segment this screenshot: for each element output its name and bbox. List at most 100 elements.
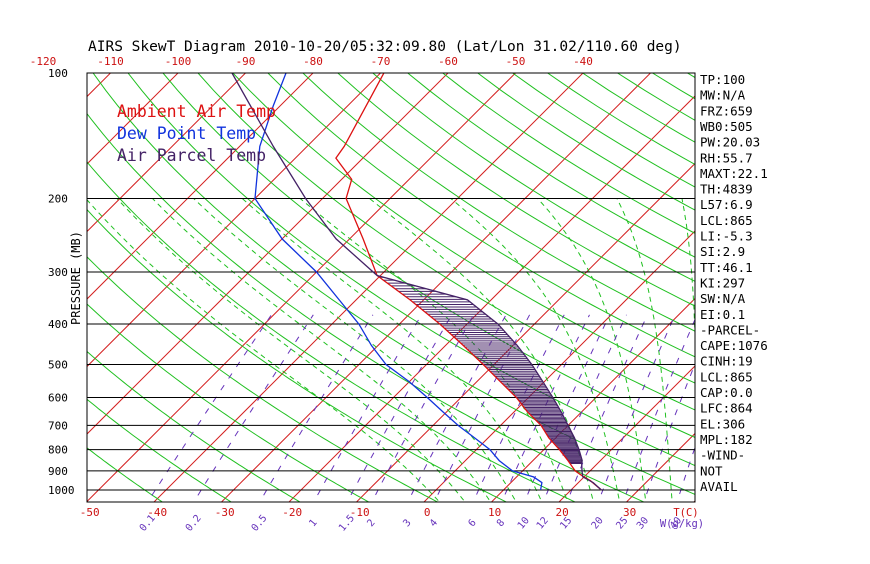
dry-adiabat-370 bbox=[284, 54, 870, 507]
top-temp-tick--90: -90 bbox=[236, 55, 256, 68]
index-item: LCL:865 bbox=[700, 213, 753, 228]
index-item: MPL:182 bbox=[700, 432, 753, 447]
dry-adiabat-240 bbox=[0, 54, 240, 507]
mixing-ratio-tick-6: 6 bbox=[467, 518, 479, 530]
y-axis-label: PRESSURE (MB) bbox=[69, 231, 83, 325]
legend-dew-point-temp: Dew Point Temp bbox=[117, 124, 256, 143]
moist-adiabat-276 bbox=[117, 199, 469, 508]
mixing-ratio-line-0.5 bbox=[257, 315, 373, 508]
pressure-tick-1000: 1000 bbox=[48, 484, 75, 497]
top-temp-tick--110: -110 bbox=[97, 55, 124, 68]
index-item: SI:2.9 bbox=[700, 244, 745, 259]
top-temp-tick--40: -40 bbox=[573, 55, 593, 68]
isobars bbox=[87, 199, 695, 490]
mixing-ratio-tick-2: 2 bbox=[365, 518, 377, 530]
dry-adiabat-350 bbox=[216, 54, 870, 507]
index-item: WB0:505 bbox=[700, 119, 753, 134]
pressure-tick-700: 700 bbox=[48, 419, 68, 432]
top-temp-tick--80: -80 bbox=[303, 55, 323, 68]
dry-adiabat-260 bbox=[0, 54, 378, 507]
bottom-temp-tick--20: -20 bbox=[282, 506, 302, 519]
index-item: MAXT:22.1 bbox=[700, 166, 768, 181]
index-item: EL:306 bbox=[700, 416, 745, 431]
index-item: L57:6.9 bbox=[700, 197, 753, 212]
mixing-ratio-tick-1: 1 bbox=[307, 518, 319, 530]
isotherm-50 bbox=[756, 44, 870, 508]
mixing-ratio-tick-8: 8 bbox=[495, 518, 507, 530]
top-temp-tick--60: -60 bbox=[438, 55, 458, 68]
pressure-tick-400: 400 bbox=[48, 318, 68, 331]
index-item: FRZ:659 bbox=[700, 103, 753, 118]
index-item: MW:N/A bbox=[700, 88, 746, 103]
mixing-ratio-tick-0-5: 0.5 bbox=[250, 513, 270, 534]
pressure-tick-500: 500 bbox=[48, 358, 68, 371]
isotherm-60 bbox=[824, 44, 870, 508]
mixing-ratio-tick-30: 30 bbox=[635, 515, 651, 531]
legend: Ambient Air Temp Dew Point Temp Air Parc… bbox=[117, 102, 276, 165]
pressure-tick-600: 600 bbox=[48, 391, 68, 404]
dry-adiabat-420 bbox=[453, 54, 870, 507]
bottom-temp-tick--50: -50 bbox=[80, 506, 100, 519]
top-temp-tick--120: -120 bbox=[30, 55, 57, 68]
mixing-ratio-tick-4: 4 bbox=[428, 518, 440, 530]
index-item: LCL:865 bbox=[700, 369, 753, 384]
mixing-ratio-tick-10: 10 bbox=[516, 515, 532, 531]
pressure-tick-100: 100 bbox=[48, 67, 68, 80]
moist-adiabat-272 bbox=[86, 199, 444, 508]
index-item: NOT bbox=[700, 463, 723, 478]
legend-air-parcel-temp: Air Parcel Temp bbox=[117, 146, 266, 165]
index-item: LI:-5.3 bbox=[700, 229, 753, 244]
mixing-ratio-tick-3: 3 bbox=[401, 518, 413, 530]
indices-panel: TP:100MW:N/AFRZ:659WB0:505PW:20.03RH:55.… bbox=[700, 72, 768, 494]
top-temp-tick--100: -100 bbox=[165, 55, 192, 68]
index-item: CAP:0.0 bbox=[700, 385, 753, 400]
index-item: AVAIL bbox=[700, 479, 738, 494]
cape-hatch-region bbox=[380, 277, 583, 463]
index-item: PW:20.03 bbox=[700, 135, 760, 150]
dry-adiabat-230 bbox=[0, 54, 170, 507]
index-item: -PARCEL- bbox=[700, 322, 760, 337]
isotherm-0 bbox=[419, 44, 870, 508]
pressure-tick-800: 800 bbox=[48, 444, 68, 457]
index-item: CAPE:1076 bbox=[700, 338, 768, 353]
dry-adiabat-270 bbox=[0, 54, 448, 507]
top-temp-tick--70: -70 bbox=[371, 55, 391, 68]
index-item: TT:46.1 bbox=[700, 260, 753, 275]
index-item: RH:55.7 bbox=[700, 150, 753, 165]
dry-adiabat-430 bbox=[487, 54, 870, 507]
dry-adiabat-340 bbox=[182, 54, 870, 507]
index-item: TP:100 bbox=[700, 72, 745, 87]
bottom-temp-tick-10: 10 bbox=[488, 506, 501, 519]
bottom-axis-unit-temperature: T(C) bbox=[673, 507, 698, 519]
pressure-tick-200: 200 bbox=[48, 193, 68, 206]
index-item: EI:0.1 bbox=[700, 307, 745, 322]
mixing-ratio-tick-20: 20 bbox=[590, 515, 606, 531]
mixing-ratio-line-0.2 bbox=[191, 315, 314, 508]
pressure-tick-300: 300 bbox=[48, 266, 68, 279]
mixing-ratio-line-3 bbox=[405, 315, 506, 508]
legend-ambient-air-temp: Ambient Air Temp bbox=[117, 102, 276, 121]
mixing-ratio-line-6 bbox=[471, 315, 564, 508]
bottom-axis-unit-mixing-ratio: W(g/kg) bbox=[660, 518, 704, 530]
bottom-temp-tick--30: -30 bbox=[215, 506, 235, 519]
mixing-ratio-line-1.5 bbox=[344, 315, 451, 508]
index-item: LFC:864 bbox=[700, 401, 753, 416]
mixing-ratio-tick-0-2: 0.2 bbox=[184, 513, 204, 534]
chart-title: AIRS SkewT Diagram 2010-10-20/05:32:09.8… bbox=[88, 39, 682, 55]
mixing-ratio-line-0.1 bbox=[144, 315, 271, 508]
bottom-temp-tick-0: 0 bbox=[424, 506, 431, 519]
dry-adiabat-380 bbox=[318, 54, 870, 507]
bottom-temp-tick-30: 30 bbox=[623, 506, 636, 519]
pressure-tick-900: 900 bbox=[48, 465, 68, 478]
mixing-ratio-line-20 bbox=[596, 315, 675, 508]
dry-adiabat-390 bbox=[351, 54, 870, 507]
moist-adiabat-292 bbox=[300, 199, 569, 508]
mixing-ratio-tick-12: 12 bbox=[535, 515, 551, 531]
index-item: SW:N/A bbox=[700, 291, 746, 306]
dry-adiabat-330 bbox=[148, 54, 864, 507]
index-item: CINH:19 bbox=[700, 354, 753, 369]
dry-adiabat-400 bbox=[385, 54, 870, 507]
index-item: KI:297 bbox=[700, 275, 745, 290]
